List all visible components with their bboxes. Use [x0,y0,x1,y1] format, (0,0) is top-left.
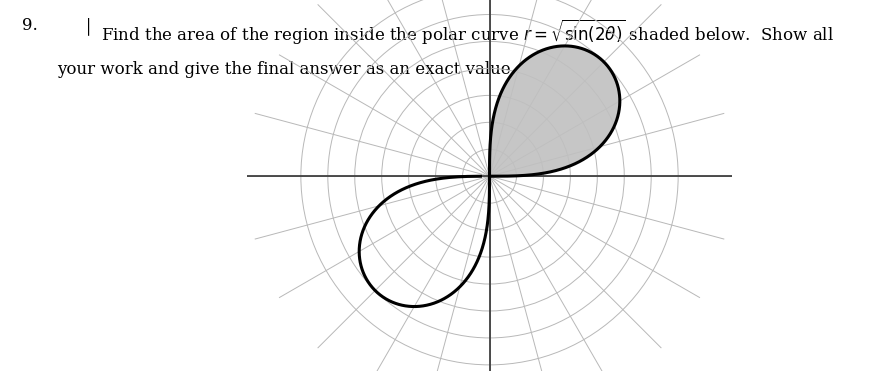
Text: 9.: 9. [22,17,38,34]
Text: Find the area of the region inside the polar curve $r = \sqrt{\sin(2\theta)}$ sh: Find the area of the region inside the p… [101,17,834,46]
Polygon shape [490,46,620,176]
Text: your work and give the final answer as an exact value.: your work and give the final answer as a… [57,61,516,78]
Text: │: │ [84,17,93,35]
